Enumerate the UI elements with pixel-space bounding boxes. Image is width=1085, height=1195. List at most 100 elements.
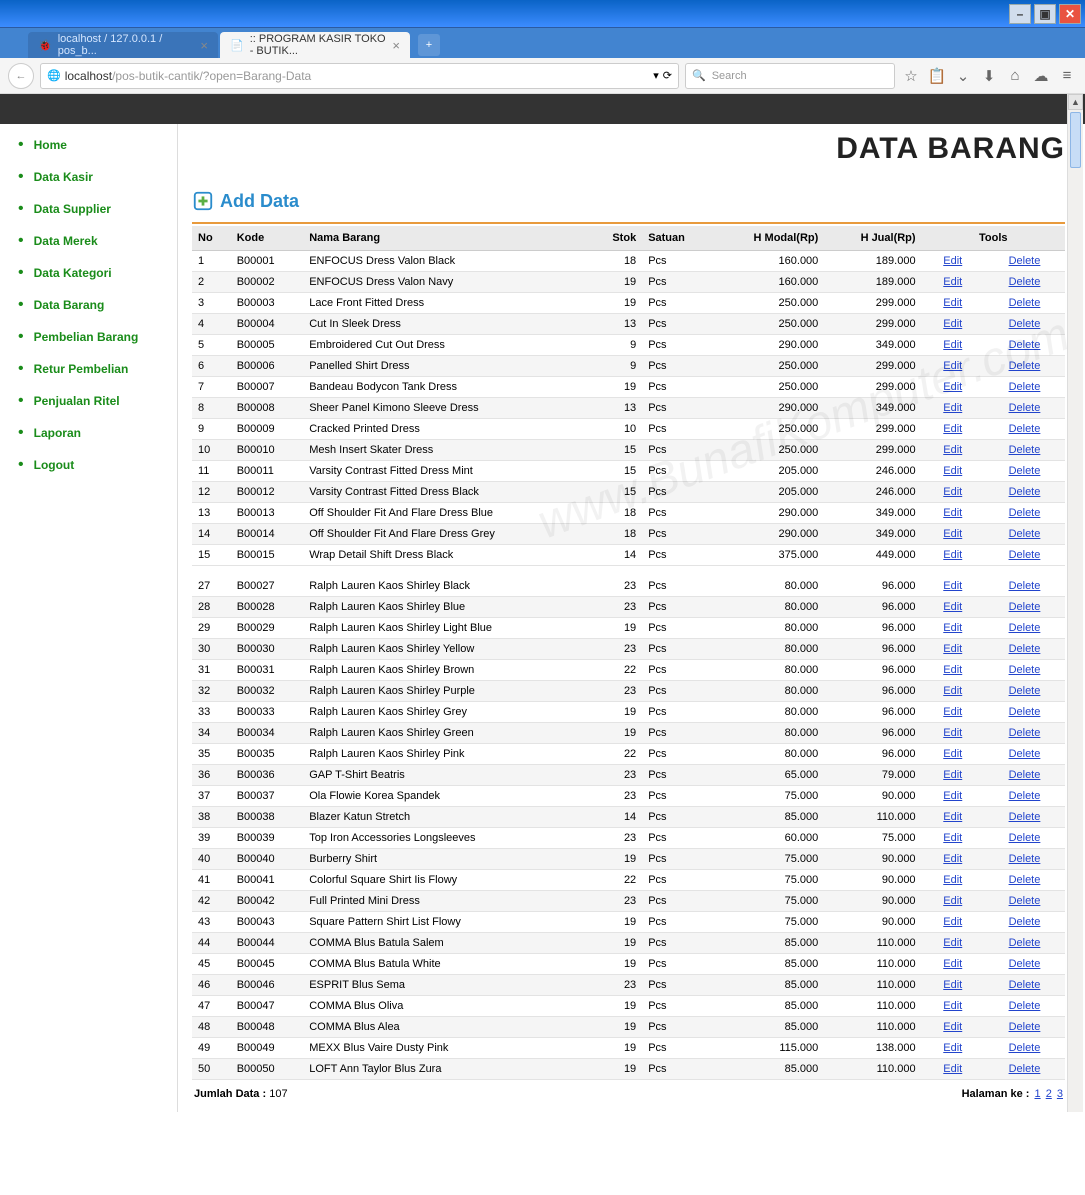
sidebar-item-label[interactable]: Penjualan Ritel xyxy=(34,394,120,408)
delete-link[interactable]: Delete xyxy=(1009,528,1041,540)
delete-link[interactable]: Delete xyxy=(1009,622,1041,634)
dropdown-icon[interactable]: ▾ xyxy=(653,69,659,82)
download-icon[interactable]: ⬇ xyxy=(979,66,999,86)
menu-icon[interactable]: ≡ xyxy=(1057,66,1077,86)
delete-link[interactable]: Delete xyxy=(1009,664,1041,676)
pocket-icon[interactable]: ⌄ xyxy=(953,66,973,86)
sidebar-item[interactable]: Home xyxy=(18,136,177,154)
sidebar-item-label[interactable]: Retur Pembelian xyxy=(34,362,129,376)
delete-link[interactable]: Delete xyxy=(1009,1000,1041,1012)
sidebar-item[interactable]: Data Merek xyxy=(18,232,177,250)
edit-link[interactable]: Edit xyxy=(943,979,962,991)
new-tab-button[interactable]: + xyxy=(418,34,440,56)
sidebar-item[interactable]: Penjualan Ritel xyxy=(18,392,177,410)
edit-link[interactable]: Edit xyxy=(943,297,962,309)
delete-link[interactable]: Delete xyxy=(1009,916,1041,928)
edit-link[interactable]: Edit xyxy=(943,255,962,267)
edit-link[interactable]: Edit xyxy=(943,1000,962,1012)
edit-link[interactable]: Edit xyxy=(943,465,962,477)
search-bar[interactable]: 🔍 Search xyxy=(685,63,895,89)
delete-link[interactable]: Delete xyxy=(1009,255,1041,267)
delete-link[interactable]: Delete xyxy=(1009,685,1041,697)
edit-link[interactable]: Edit xyxy=(943,486,962,498)
window-close-button[interactable]: ✕ xyxy=(1059,4,1081,24)
edit-link[interactable]: Edit xyxy=(943,727,962,739)
delete-link[interactable]: Delete xyxy=(1009,580,1041,592)
window-minimize-button[interactable]: – xyxy=(1009,4,1031,24)
delete-link[interactable]: Delete xyxy=(1009,549,1041,561)
tab-close-icon[interactable]: × xyxy=(392,38,400,53)
sidebar-item-label[interactable]: Data Kategori xyxy=(34,266,112,280)
delete-link[interactable]: Delete xyxy=(1009,339,1041,351)
sidebar-item-label[interactable]: Data Kasir xyxy=(34,170,93,184)
delete-link[interactable]: Delete xyxy=(1009,1042,1041,1054)
delete-link[interactable]: Delete xyxy=(1009,769,1041,781)
sidebar-item-label[interactable]: Home xyxy=(34,138,67,152)
delete-link[interactable]: Delete xyxy=(1009,276,1041,288)
edit-link[interactable]: Edit xyxy=(943,381,962,393)
scrollbar[interactable]: ▲ xyxy=(1067,94,1083,1112)
sidebar-item[interactable]: Data Barang xyxy=(18,296,177,314)
add-data-button[interactable]: Add Data xyxy=(192,190,1065,212)
delete-link[interactable]: Delete xyxy=(1009,811,1041,823)
sidebar-item[interactable]: Data Supplier xyxy=(18,200,177,218)
sidebar-item[interactable]: Pembelian Barang xyxy=(18,328,177,346)
library-icon[interactable]: 📋 xyxy=(927,66,947,86)
delete-link[interactable]: Delete xyxy=(1009,643,1041,655)
delete-link[interactable]: Delete xyxy=(1009,297,1041,309)
sidebar-item[interactable]: Logout xyxy=(18,456,177,474)
edit-link[interactable]: Edit xyxy=(943,507,962,519)
edit-link[interactable]: Edit xyxy=(943,276,962,288)
edit-link[interactable]: Edit xyxy=(943,748,962,760)
edit-link[interactable]: Edit xyxy=(943,832,962,844)
delete-link[interactable]: Delete xyxy=(1009,360,1041,372)
edit-link[interactable]: Edit xyxy=(943,1042,962,1054)
edit-link[interactable]: Edit xyxy=(943,811,962,823)
sidebar-item[interactable]: Data Kasir xyxy=(18,168,177,186)
tab-close-icon[interactable]: × xyxy=(200,38,208,53)
edit-link[interactable]: Edit xyxy=(943,937,962,949)
edit-link[interactable]: Edit xyxy=(943,423,962,435)
delete-link[interactable]: Delete xyxy=(1009,790,1041,802)
sidebar-item-label[interactable]: Data Merek xyxy=(34,234,98,248)
delete-link[interactable]: Delete xyxy=(1009,853,1041,865)
edit-link[interactable]: Edit xyxy=(943,1021,962,1033)
bookmark-icon[interactable]: ☆ xyxy=(901,66,921,86)
delete-link[interactable]: Delete xyxy=(1009,318,1041,330)
edit-link[interactable]: Edit xyxy=(943,769,962,781)
edit-link[interactable]: Edit xyxy=(943,874,962,886)
sidebar-item-label[interactable]: Data Supplier xyxy=(34,202,111,216)
home-icon[interactable]: ⌂ xyxy=(1005,66,1025,86)
scroll-thumb[interactable] xyxy=(1070,112,1081,168)
delete-link[interactable]: Delete xyxy=(1009,444,1041,456)
sidebar-item-label[interactable]: Logout xyxy=(34,458,75,472)
edit-link[interactable]: Edit xyxy=(943,706,962,718)
delete-link[interactable]: Delete xyxy=(1009,601,1041,613)
edit-link[interactable]: Edit xyxy=(943,853,962,865)
edit-link[interactable]: Edit xyxy=(943,402,962,414)
delete-link[interactable]: Delete xyxy=(1009,381,1041,393)
sidebar-item-label[interactable]: Pembelian Barang xyxy=(34,330,139,344)
page-link[interactable]: 2 xyxy=(1046,1088,1052,1100)
sync-icon[interactable]: ☁ xyxy=(1031,66,1051,86)
edit-link[interactable]: Edit xyxy=(943,895,962,907)
edit-link[interactable]: Edit xyxy=(943,601,962,613)
reload-icon[interactable]: ⟳ xyxy=(663,69,672,82)
delete-link[interactable]: Delete xyxy=(1009,979,1041,991)
edit-link[interactable]: Edit xyxy=(943,444,962,456)
edit-link[interactable]: Edit xyxy=(943,958,962,970)
edit-link[interactable]: Edit xyxy=(943,664,962,676)
delete-link[interactable]: Delete xyxy=(1009,486,1041,498)
sidebar-item[interactable]: Laporan xyxy=(18,424,177,442)
delete-link[interactable]: Delete xyxy=(1009,465,1041,477)
delete-link[interactable]: Delete xyxy=(1009,1063,1041,1075)
delete-link[interactable]: Delete xyxy=(1009,727,1041,739)
delete-link[interactable]: Delete xyxy=(1009,706,1041,718)
edit-link[interactable]: Edit xyxy=(943,528,962,540)
delete-link[interactable]: Delete xyxy=(1009,895,1041,907)
edit-link[interactable]: Edit xyxy=(943,318,962,330)
scroll-up-button[interactable]: ▲ xyxy=(1068,94,1083,110)
sidebar-item-label[interactable]: Laporan xyxy=(34,426,81,440)
delete-link[interactable]: Delete xyxy=(1009,507,1041,519)
delete-link[interactable]: Delete xyxy=(1009,958,1041,970)
